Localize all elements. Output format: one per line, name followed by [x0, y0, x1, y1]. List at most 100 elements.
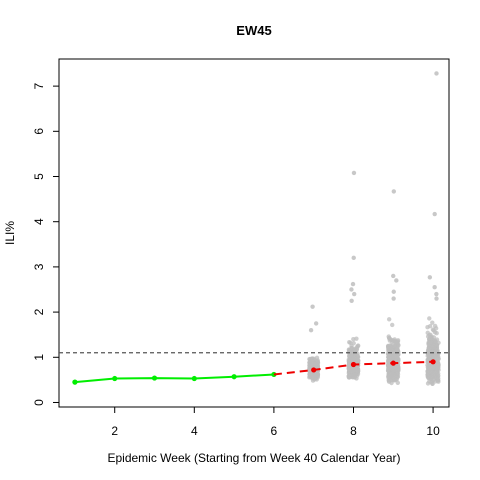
- simulation-point: [394, 346, 400, 352]
- x-axis-label: Epidemic Week (Starting from Week 40 Cal…: [107, 451, 400, 465]
- simulation-point: [354, 336, 359, 341]
- simulation-outlier-point: [351, 255, 356, 261]
- y-tick-label: 0: [32, 399, 46, 406]
- simulation-outlier-point: [391, 289, 396, 294]
- simulation-point: [390, 371, 395, 376]
- y-tick-label: 2: [32, 308, 46, 315]
- simulation-point: [307, 371, 313, 376]
- simulation-point: [354, 346, 360, 351]
- simulation-point: [425, 348, 431, 353]
- y-tick-label: 4: [32, 218, 46, 225]
- simulation-outlier-point: [313, 321, 319, 326]
- simulation-point: [427, 323, 433, 329]
- simulation-outlier-point: [394, 278, 399, 283]
- y-tick-label: 7: [32, 82, 46, 89]
- simulation-point: [430, 364, 436, 370]
- simulation-point: [435, 363, 440, 368]
- y-axis-label: ILI%: [3, 221, 17, 245]
- simulation-point: [308, 357, 313, 363]
- simulation-outlier-point: [350, 281, 356, 287]
- simulation-outlier-point: [391, 189, 397, 194]
- observed-point: [231, 374, 237, 380]
- simulation-point: [349, 366, 355, 371]
- simulation-point: [433, 353, 438, 359]
- simulation-point: [311, 356, 317, 362]
- observed-point: [112, 375, 118, 382]
- chart-title: EW45: [236, 23, 271, 38]
- simulation-point: [433, 373, 439, 378]
- simulation-point: [315, 358, 320, 363]
- simulation-point: [425, 362, 430, 368]
- simulation-point: [426, 371, 431, 376]
- simulation-point: [432, 330, 438, 335]
- simulation-outlier-point: [427, 275, 433, 280]
- simulation-point: [392, 377, 398, 383]
- simulation-outlier-point: [349, 298, 354, 303]
- simulation-point: [430, 345, 435, 350]
- simulation-outlier-point: [352, 291, 357, 297]
- y-tick-label: 5: [32, 173, 46, 180]
- simulation-outlier-point: [432, 285, 437, 290]
- observed-point: [72, 379, 78, 385]
- simulation-point: [346, 374, 351, 380]
- simulation-outlier-point: [432, 211, 437, 217]
- simulation-point: [392, 354, 398, 359]
- simulation-point: [432, 339, 437, 344]
- y-tick-label: 1: [32, 354, 46, 361]
- simulation-point: [391, 365, 396, 370]
- simulation-point: [390, 322, 395, 328]
- simulation-point: [427, 366, 432, 371]
- simulation-point: [430, 320, 435, 325]
- x-tick-label: 2: [111, 424, 118, 438]
- simulation-point: [435, 378, 441, 383]
- plot-frame: [58, 58, 450, 408]
- simulation-point: [387, 336, 392, 341]
- simulation-point: [432, 323, 438, 329]
- observed-point: [151, 375, 158, 381]
- x-tick-label: 8: [350, 424, 357, 438]
- observed-point: [191, 375, 197, 382]
- y-tick-label: 6: [32, 128, 46, 135]
- forecast-median-point: [390, 360, 396, 366]
- simulation-point: [427, 379, 432, 384]
- simulation-outlier-point: [434, 291, 439, 297]
- simulation-point: [386, 351, 391, 356]
- simulation-point: [427, 316, 432, 321]
- simulation-point: [395, 339, 401, 344]
- simulation-point: [386, 358, 391, 363]
- simulation-point: [354, 376, 359, 381]
- simulation-outlier-point: [310, 304, 315, 309]
- forecast-median-point: [311, 367, 317, 373]
- simulation-point: [386, 344, 391, 350]
- simulation-point: [395, 380, 401, 385]
- simulation-point: [396, 367, 401, 372]
- simulation-point: [355, 358, 361, 363]
- observed-series-line: [74, 373, 274, 384]
- simulation-outlier-point: [391, 296, 396, 301]
- forecast-median-point: [350, 361, 357, 368]
- simulation-point: [425, 334, 431, 339]
- forecast-median-point: [430, 359, 436, 365]
- simulation-point: [392, 344, 397, 349]
- simulation-point: [434, 369, 439, 374]
- simulation-outlier-point: [434, 71, 439, 76]
- x-tick-label: 6: [271, 424, 278, 438]
- simulation-point: [355, 354, 361, 360]
- simulation-point: [386, 317, 392, 322]
- simulation-point: [351, 355, 357, 361]
- simulation-point: [426, 354, 432, 359]
- simulation-point: [430, 373, 435, 379]
- x-tick-label: 4: [191, 424, 198, 438]
- simulation-point: [349, 352, 354, 358]
- simulation-point: [428, 340, 433, 345]
- simulation-outlier-point: [351, 170, 357, 176]
- simulation-point: [350, 374, 355, 380]
- simulation-outlier-point: [349, 287, 354, 292]
- y-tick-label: 3: [32, 263, 46, 270]
- simulation-point: [347, 339, 352, 345]
- x-tick-label: 10: [426, 424, 440, 438]
- simulation-point: [392, 337, 397, 342]
- simulation-point: [394, 363, 400, 369]
